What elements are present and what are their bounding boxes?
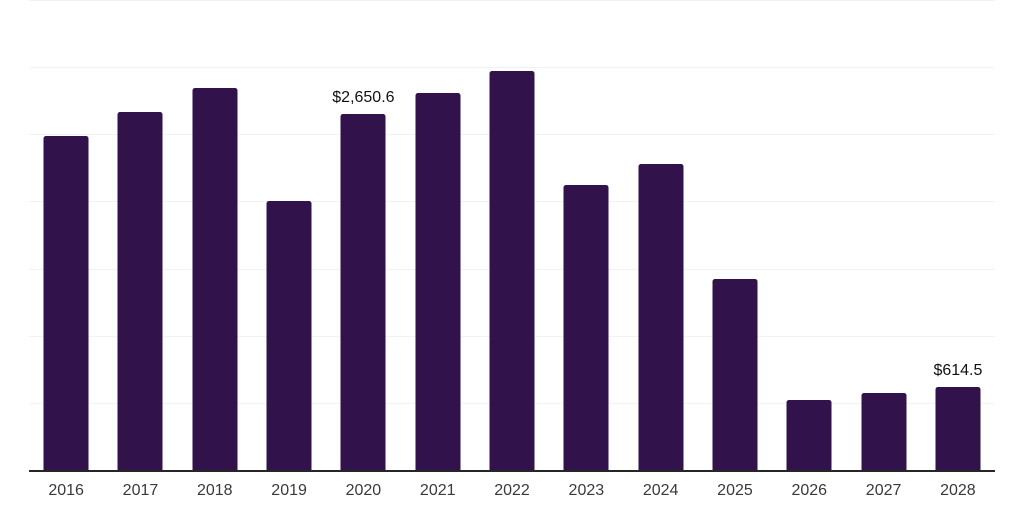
- bar-2025[interactable]: [712, 279, 758, 470]
- bar-slot-2021: [401, 0, 475, 470]
- x-axis-labels: 2016 2017 2018 2019 2020 2021 2022 2023 2024 2025…: [29, 482, 995, 500]
- x-tick-label-2021: 2021: [419, 482, 456, 499]
- bar-2023[interactable]: [563, 185, 609, 470]
- bar-2024[interactable]: [638, 163, 684, 470]
- bar-value-label-2020: $2,650.6: [332, 89, 395, 107]
- bar-slot-2028: $614.5: [921, 0, 995, 470]
- bar-2022[interactable]: [489, 71, 535, 470]
- x-tick-label-2019: 2019: [271, 482, 307, 499]
- x-tick-label-2025: 2025: [717, 482, 753, 499]
- bar-2021[interactable]: [415, 93, 461, 470]
- bar-slot-2020: $2,650.6: [326, 0, 400, 470]
- bar-slot-2019: [252, 0, 326, 470]
- bars-container: $2,650.6 $614.5: [29, 0, 995, 470]
- bar-slot-2018: [178, 0, 252, 470]
- bar-2019[interactable]: [266, 201, 312, 470]
- x-tick-label-2016: 2016: [48, 482, 84, 499]
- x-tick-label-2017: 2017: [122, 482, 159, 499]
- gridline: [29, 0, 995, 1]
- bar-slot-2016: [29, 0, 103, 470]
- x-tick-label-2026: 2026: [791, 482, 828, 499]
- x-tick-label-2018: 2018: [196, 482, 233, 499]
- x-tick-label-2022: 2022: [494, 482, 530, 499]
- bar-slot-2017: [103, 0, 177, 470]
- bar-slot-2026: [772, 0, 846, 470]
- bar-slot-2027: [846, 0, 920, 470]
- bar-2027[interactable]: [861, 392, 907, 470]
- bar-2017[interactable]: [117, 112, 163, 470]
- x-tick-label-2027: 2027: [865, 482, 902, 499]
- plot-area: $2,650.6 $614.5: [29, 0, 995, 472]
- bar-2026[interactable]: [786, 399, 832, 470]
- bar-slot-2023: [549, 0, 623, 470]
- x-tick-label-2023: 2023: [568, 482, 605, 499]
- bar-value-label-2028: $614.5: [933, 362, 983, 380]
- bar-slot-2022: [475, 0, 549, 470]
- bar-slot-2025: [698, 0, 772, 470]
- bar-2020[interactable]: [340, 114, 386, 470]
- bar-2028[interactable]: [935, 387, 981, 470]
- bar-2016[interactable]: [43, 135, 89, 470]
- x-tick-label-2024: 2024: [642, 482, 679, 499]
- bar-slot-2024: [624, 0, 698, 470]
- bar-2018[interactable]: [192, 87, 238, 470]
- x-tick-label-2020: 2020: [345, 482, 382, 499]
- x-tick-label-2028: 2028: [940, 482, 976, 499]
- gridline: [29, 67, 995, 69]
